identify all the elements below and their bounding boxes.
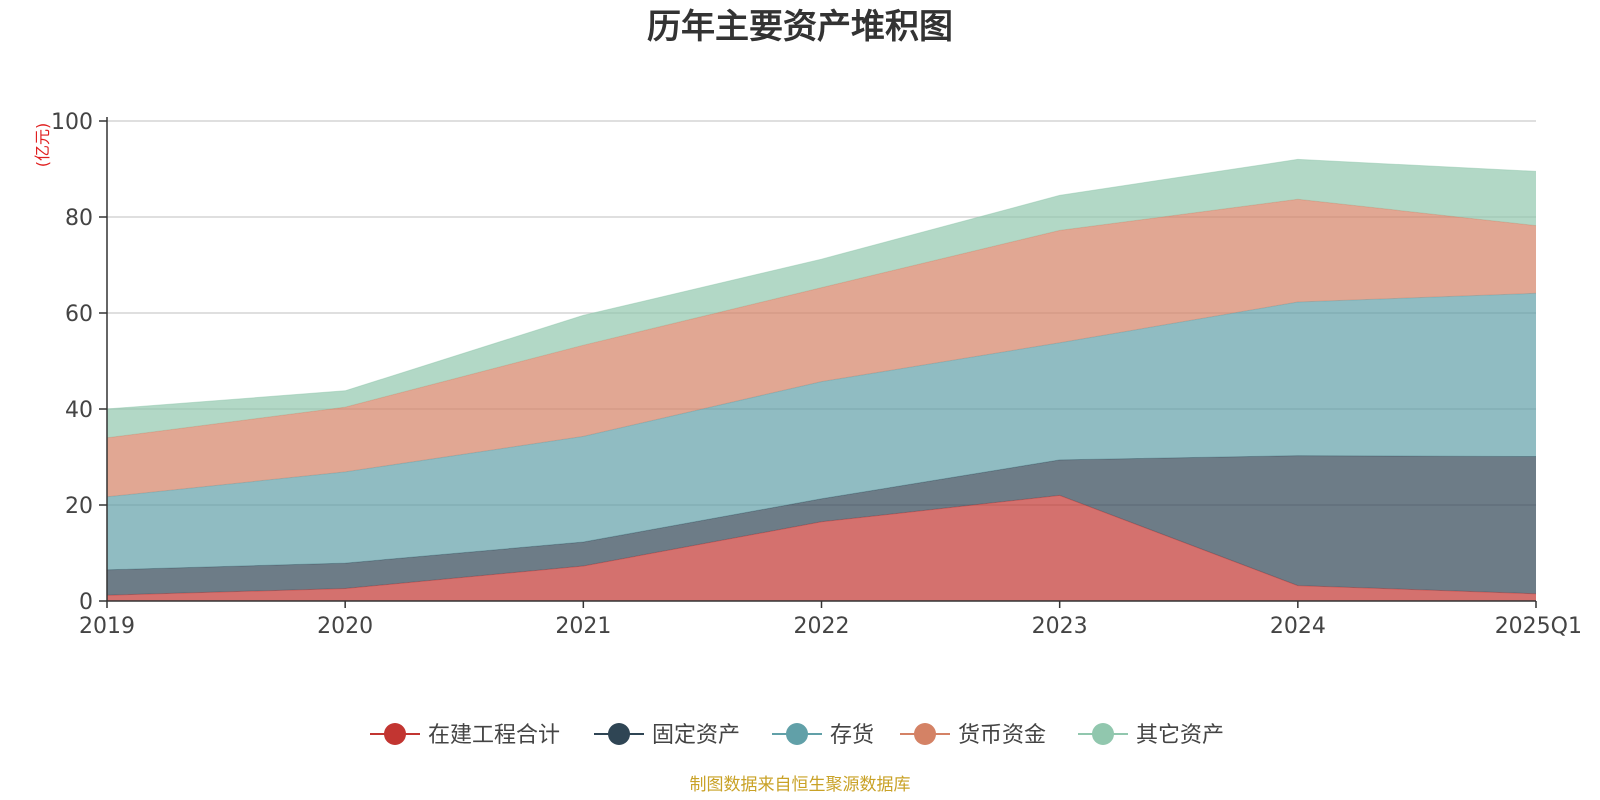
area-series-3 — [107, 199, 1536, 497]
data-source-note: 制图数据来自恒生聚源数据库 — [690, 775, 911, 795]
area-series-4 — [107, 159, 1536, 438]
legend-item-4: 其它资产 — [1078, 723, 1224, 748]
area-edge-4 — [106, 158, 1537, 410]
legend-label-3: 货币资金 — [958, 723, 1046, 748]
legend-item-1: 固定资产 — [594, 723, 740, 748]
legend-label-1: 固定资产 — [652, 723, 740, 748]
x-tick-label-2020: 2020 — [317, 614, 373, 639]
x-tick-label-2022: 2022 — [794, 614, 850, 639]
y-tick-label-80: 80 — [65, 206, 93, 231]
y-tick-label-60: 60 — [65, 302, 93, 327]
y-tick-label-20: 20 — [65, 494, 93, 519]
legend-label-2: 存货 — [830, 723, 874, 748]
x-tick-label-2019: 2019 — [79, 614, 135, 639]
axes: 0 20 40 60 80 100 2019 2020 2021 2022 2023 2024 2025… — [51, 110, 1582, 639]
area-series-2 — [107, 293, 1536, 570]
y-axis-unit-label: (亿元) — [33, 123, 52, 168]
y-tick-label-0: 0 — [79, 590, 93, 615]
legend-marker-0 — [384, 723, 406, 745]
area-series-layer — [106, 158, 1537, 601]
y-tick-label-40: 40 — [65, 398, 93, 423]
area-series-1 — [107, 455, 1536, 596]
legend-item-0: 在建工程合计 — [370, 723, 560, 748]
legend-marker-2 — [786, 723, 808, 745]
x-tick-label-2025Q1: 2025Q1 — [1495, 614, 1582, 639]
legend: 在建工程合计 固定资产 存货 货币资金 其它资产 — [370, 723, 1224, 748]
legend-marker-1 — [608, 723, 630, 745]
legend-label-4: 其它资产 — [1136, 723, 1224, 748]
x-tick-label-2023: 2023 — [1032, 614, 1088, 639]
legend-item-2: 存货 — [772, 723, 874, 748]
chart-title: 历年主要资产堆积图 — [647, 7, 953, 47]
legend-label-0: 在建工程合计 — [428, 723, 560, 748]
legend-marker-4 — [1092, 723, 1114, 745]
x-tick-label-2021: 2021 — [555, 614, 611, 639]
legend-marker-3 — [914, 723, 936, 745]
x-tick-label-2024: 2024 — [1270, 614, 1326, 639]
legend-item-3: 货币资金 — [900, 723, 1046, 748]
y-tick-label-100: 100 — [51, 110, 93, 135]
area-series-0 — [107, 495, 1536, 601]
